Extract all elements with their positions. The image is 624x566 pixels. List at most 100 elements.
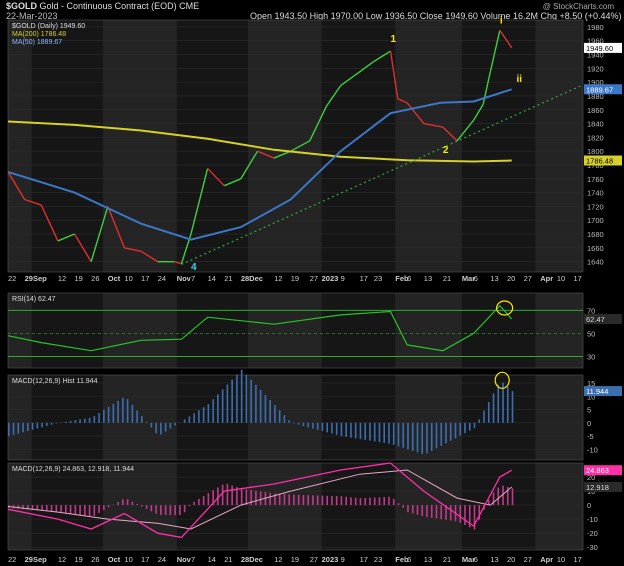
price-segment	[40, 204, 59, 242]
price-segment	[107, 206, 126, 249]
x-tick-label: 17	[573, 555, 581, 564]
x-tick-label: 6	[474, 555, 478, 564]
macd-hist-bar	[326, 422, 328, 433]
macd-diff-bar	[354, 497, 357, 506]
month-band	[103, 375, 177, 460]
macd-hist-bar	[464, 422, 466, 434]
low-value: 1936.50	[384, 11, 418, 21]
price-segment	[90, 206, 109, 262]
macd-diff-bar	[193, 501, 195, 506]
y-tick-label: 1740	[587, 189, 604, 198]
y-tick-label: -30	[587, 543, 598, 552]
macd-hist-bar	[274, 405, 276, 423]
macd-diff-bar	[383, 496, 386, 506]
macd-hist-bar	[511, 391, 514, 423]
macd-hist-bar	[174, 422, 176, 426]
macd-diff-bar	[278, 493, 281, 506]
macd-diff-bar	[345, 496, 347, 506]
macd-diff-bar	[416, 505, 419, 515]
ma50-legend: MA(50) 1889.67	[12, 39, 62, 46]
macd-hist-bar	[359, 422, 362, 440]
y-tick-label: 1960	[587, 37, 604, 46]
macd-hist-bar	[226, 384, 229, 423]
x-tick-label: 14	[208, 555, 216, 564]
macd-hist-bar	[411, 422, 414, 451]
macd-hist-bar	[335, 422, 338, 435]
macd-diff-bar	[364, 497, 367, 506]
macd-diff-bar	[141, 505, 143, 507]
macd-diff-bar	[340, 496, 343, 506]
month-band	[103, 20, 177, 272]
month-band	[395, 20, 462, 272]
macd-hist-bar	[150, 422, 153, 428]
x-tick-label: 10	[557, 274, 565, 283]
y-tick-label: 1840	[587, 120, 604, 129]
price-segment	[190, 168, 209, 235]
macd-diff-bar	[468, 505, 471, 528]
x-tick-label: 28Dec	[241, 274, 263, 283]
month-band	[535, 375, 583, 460]
ma200-last-label: 1786.48	[586, 157, 613, 166]
y-tick-label: 1660	[587, 244, 604, 253]
high-label: High	[309, 11, 329, 21]
month-band	[247, 20, 322, 272]
macd-diff-bar	[36, 505, 39, 511]
macd-diff-bar	[307, 495, 309, 506]
month-band	[395, 375, 462, 460]
x-tick-label: 22	[8, 555, 16, 564]
macd-hist-bar	[316, 422, 319, 430]
macd-diff-bar	[122, 499, 124, 506]
y-tick-label: 30	[587, 352, 595, 361]
x-tick-label: 9	[341, 555, 345, 564]
symbol: $GOLD	[6, 1, 38, 11]
x-tick-label: 23	[374, 555, 382, 564]
price-segment	[456, 119, 475, 142]
macd-hist-bar	[402, 422, 405, 448]
x-tick-label: 19	[291, 555, 299, 564]
ma200-legend: MA(200) 1786.48	[12, 31, 66, 38]
price-segment	[499, 29, 508, 42]
macd-hist-bar	[369, 422, 371, 441]
price-segment	[73, 233, 92, 263]
y-tick-label: 1860	[587, 106, 604, 115]
macd-hist-bar	[22, 422, 24, 433]
macd-diff-bar	[188, 505, 191, 507]
macd-diff-bar	[250, 490, 252, 506]
macd-hist-bar	[250, 379, 252, 423]
y-tick-label: 1700	[587, 216, 604, 225]
x-tick-label: 29Sep	[25, 555, 48, 564]
y-tick-label: 50	[587, 329, 595, 338]
month-band	[103, 293, 177, 368]
trendline	[181, 84, 584, 265]
close-value: 1949.60	[445, 11, 478, 21]
macd-diff-bar	[478, 505, 481, 520]
y-tick-label: -10	[587, 515, 598, 524]
macd-hist-bar	[312, 422, 314, 429]
macd-hist-bar	[364, 422, 367, 440]
macd-legend: MACD(12,26,9) 24.863, 12.918, 11.944	[12, 466, 134, 473]
macd-hist-bar	[283, 415, 286, 423]
macd-hist-bar	[169, 422, 172, 429]
month-band	[8, 293, 32, 368]
macd-diff-bar	[283, 494, 286, 506]
price-segment	[359, 60, 375, 73]
macd-hist-bar	[278, 410, 281, 423]
x-tick-label: 21	[224, 555, 232, 564]
macd-hist-bar	[55, 422, 58, 424]
exchange: CME	[179, 1, 200, 11]
y-tick-label: 1680	[587, 230, 604, 239]
x-tick-label: 19	[291, 274, 299, 283]
price-segment	[207, 167, 225, 187]
x-tick-label: 23	[374, 274, 382, 283]
volume-label: Volume	[480, 11, 511, 21]
y-tick-label: 70	[587, 306, 595, 315]
macd-hist-bar	[183, 419, 186, 423]
macd-diff-bar	[231, 485, 233, 506]
macd-hist-bar	[122, 397, 124, 423]
price-legend: $GOLD (Daily) 1949.60	[12, 23, 85, 30]
macd-diff-bar	[221, 484, 224, 506]
macd-diff-bar	[274, 493, 276, 506]
x-tick-label: 21	[443, 555, 451, 564]
x-tick-label: 29Sep	[25, 274, 48, 283]
macd-hist-bar	[383, 422, 386, 443]
